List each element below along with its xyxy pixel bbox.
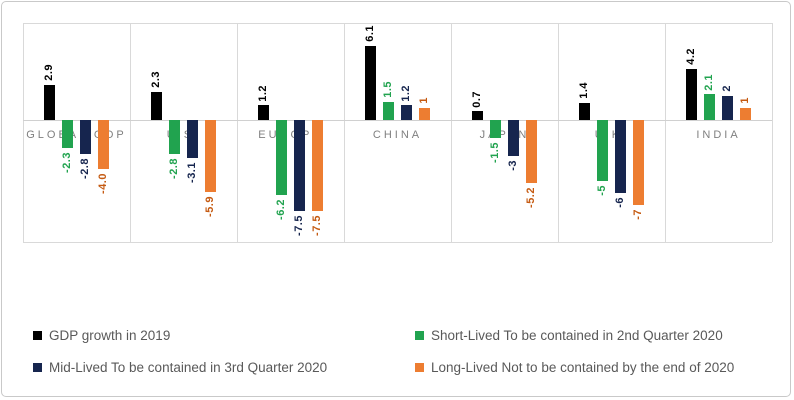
- bar-value-label: 1.2: [400, 84, 412, 102]
- bar-value-label: -4.0: [97, 172, 109, 194]
- axis-zero-line: [23, 120, 772, 121]
- bar-japan: [472, 111, 483, 120]
- bar-value-label: 1.4: [578, 82, 590, 99]
- gridline-vertical: [451, 23, 452, 242]
- bar-value-label: -7.5: [311, 215, 323, 237]
- bar-global-gdp: [44, 84, 55, 120]
- gridline-bottom: [23, 242, 772, 243]
- legend-swatch-icon: [33, 331, 42, 340]
- bar-value-label: 4.2: [685, 48, 697, 65]
- bar-global-gdp: [80, 120, 91, 155]
- bar-india: [740, 107, 751, 120]
- bar-value-label: -2.8: [168, 158, 180, 179]
- category-label: U.K.: [594, 129, 629, 141]
- bar-japan: [526, 120, 537, 184]
- bar-europe: [276, 120, 287, 196]
- bar-value-label: -3.1: [186, 161, 198, 183]
- bar-value-label: -1.5: [489, 142, 501, 164]
- bar-value-label: 2.1: [703, 73, 715, 91]
- legend-swatch-icon: [415, 331, 424, 340]
- bar-value-label: -5.2: [525, 187, 537, 209]
- bar-global-gdp: [98, 120, 109, 169]
- bar-value-label: -7.5: [293, 215, 305, 237]
- bar-india: [686, 68, 697, 120]
- bar-value-label: 1: [739, 97, 751, 104]
- category-label: U.S.: [166, 129, 201, 141]
- bar-india: [704, 94, 715, 120]
- category-label: JAPAN: [479, 129, 530, 141]
- gridline-vertical: [665, 23, 666, 242]
- bar-japan: [508, 120, 519, 157]
- category-label: GLOBAL GDP: [26, 129, 127, 141]
- gridline-vertical: [558, 23, 559, 242]
- gridline-vertical: [237, 23, 238, 242]
- category-label: CHINA: [372, 129, 423, 141]
- bar-china: [419, 107, 430, 120]
- bar-global-gdp: [62, 120, 73, 148]
- bar-u-k-: [597, 120, 608, 181]
- category-label: INDIA: [696, 129, 741, 141]
- bar-india: [722, 95, 733, 120]
- bar-u-s-: [151, 92, 162, 120]
- bar-value-label: -7: [632, 209, 644, 220]
- bar-value-label: -2.3: [61, 151, 73, 173]
- legend-label: Long-Lived Not to be contained by the en…: [431, 360, 735, 375]
- plot-area: GLOBAL GDP U.S. EUROPE CHINA JAPAN U.K. INDIA 2…: [23, 23, 773, 243]
- legend-item: GDP growth in 2019: [33, 328, 415, 343]
- bar-japan: [490, 120, 501, 139]
- bar-value-label: 1: [418, 97, 430, 104]
- bar-china: [383, 101, 394, 120]
- bar-value-label: 1.2: [257, 84, 269, 102]
- legend-item: Short-Lived To be contained in 2nd Quart…: [415, 328, 773, 343]
- legend-swatch-icon: [415, 363, 424, 372]
- bar-u-s-: [169, 120, 180, 155]
- bar-europe: [294, 120, 305, 212]
- bar-value-label: 0.7: [471, 90, 483, 108]
- category-label: EUROPE: [258, 129, 323, 141]
- bar-value-label: 2.3: [150, 71, 162, 89]
- bar-value-label: 1.5: [382, 80, 394, 98]
- bar-value-label: 2.9: [43, 63, 55, 81]
- bar-europe: [258, 105, 269, 120]
- bar-u-k-: [579, 102, 590, 120]
- bar-china: [401, 105, 412, 120]
- legend-label: Short-Lived To be contained in 2nd Quart…: [431, 328, 723, 343]
- bar-value-label: -2.8: [79, 158, 91, 179]
- legend-label: GDP growth in 2019: [49, 328, 171, 343]
- bar-value-label: -5.9: [204, 195, 216, 217]
- chart-legend: GDP growth in 2019 Short-Lived To be cont…: [33, 328, 773, 375]
- bar-china: [365, 45, 376, 120]
- bar-value-label: -6: [614, 196, 626, 208]
- bar-value-label: 2: [721, 85, 733, 92]
- legend-item: Mid-Lived To be contained in 3rd Quarter…: [33, 360, 415, 375]
- gridline-vertical: [772, 23, 773, 242]
- gridline-vertical: [344, 23, 345, 242]
- legend-label: Mid-Lived To be contained in 3rd Quarter…: [49, 360, 328, 375]
- gridline-top: [23, 23, 772, 24]
- bar-u-k-: [615, 120, 626, 193]
- legend-item: Long-Lived Not to be contained by the en…: [415, 360, 773, 375]
- bar-u-s-: [205, 120, 216, 192]
- bar-value-label: 6.1: [364, 25, 376, 42]
- bar-value-label: -6.2: [275, 199, 287, 221]
- bar-value-label: -3: [507, 160, 519, 172]
- bar-europe: [312, 120, 323, 212]
- gridline-vertical: [23, 23, 24, 242]
- gridline-vertical: [130, 23, 131, 242]
- bar-u-s-: [187, 120, 198, 158]
- bar-u-k-: [633, 120, 644, 206]
- legend-swatch-icon: [33, 363, 42, 372]
- bar-value-label: -5: [596, 184, 608, 196]
